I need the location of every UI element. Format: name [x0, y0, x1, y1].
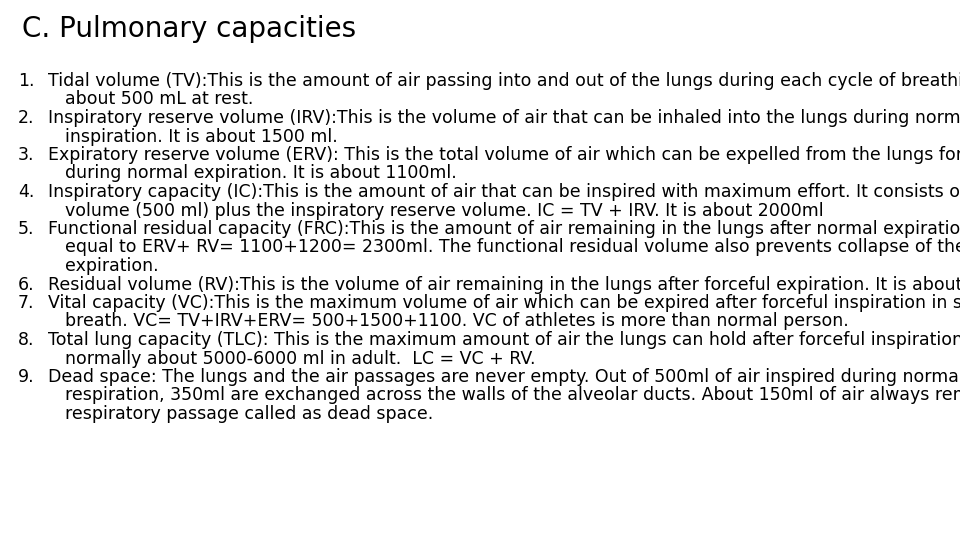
Text: expiration.: expiration.: [65, 257, 158, 275]
Text: Tidal volume (TV):This is the amount of air passing into and out of the lungs du: Tidal volume (TV):This is the amount of …: [48, 72, 960, 90]
Text: 2.: 2.: [18, 109, 35, 127]
Text: respiratory passage called as dead space.: respiratory passage called as dead space…: [65, 405, 433, 423]
Text: equal to ERV+ RV= 1100+1200= 2300ml. The functional residual volume also prevent: equal to ERV+ RV= 1100+1200= 2300ml. The…: [65, 239, 960, 256]
Text: Inspiratory reserve volume (IRV):This is the volume of air that can be inhaled i: Inspiratory reserve volume (IRV):This is…: [48, 109, 960, 127]
Text: C. Pulmonary capacities: C. Pulmonary capacities: [22, 15, 356, 43]
Text: during normal expiration. It is about 1100ml.: during normal expiration. It is about 11…: [65, 165, 457, 183]
Text: Functional residual capacity (FRC):This is the amount of air remaining in the lu: Functional residual capacity (FRC):This …: [48, 220, 960, 238]
Text: Dead space: The lungs and the air passages are never empty. Out of 500ml of air : Dead space: The lungs and the air passag…: [48, 368, 960, 386]
Text: 8.: 8.: [18, 331, 35, 349]
Text: Inspiratory capacity (IC):This is the amount of air that can be inspired with ma: Inspiratory capacity (IC):This is the am…: [48, 183, 960, 201]
Text: 7.: 7.: [18, 294, 35, 312]
Text: Expiratory reserve volume (ERV): This is the total volume of air which can be ex: Expiratory reserve volume (ERV): This is…: [48, 146, 960, 164]
Text: normally about 5000-6000 ml in adult.  LC = VC + RV.: normally about 5000-6000 ml in adult. LC…: [65, 349, 536, 368]
Text: breath. VC= TV+IRV+ERV= 500+1500+1100. VC of athletes is more than normal person: breath. VC= TV+IRV+ERV= 500+1500+1100. V…: [65, 313, 849, 330]
Text: Residual volume (RV):This is the volume of air remaining in the lungs after forc: Residual volume (RV):This is the volume …: [48, 275, 960, 294]
Text: 9.: 9.: [18, 368, 35, 386]
Text: inspiration. It is about 1500 ml.: inspiration. It is about 1500 ml.: [65, 127, 338, 145]
Text: about 500 mL at rest.: about 500 mL at rest.: [65, 91, 253, 109]
Text: Total lung capacity (TLC): This is the maximum amount of air the lungs can hold : Total lung capacity (TLC): This is the m…: [48, 331, 960, 349]
Text: 5.: 5.: [18, 220, 35, 238]
Text: 1.: 1.: [18, 72, 35, 90]
Text: 6.: 6.: [18, 275, 35, 294]
Text: respiration, 350ml are exchanged across the walls of the alveolar ducts. About 1: respiration, 350ml are exchanged across …: [65, 387, 960, 404]
Text: Vital capacity (VC):This is the maximum volume of air which can be expired after: Vital capacity (VC):This is the maximum …: [48, 294, 960, 312]
Text: volume (500 ml) plus the inspiratory reserve volume. IC = TV + IRV. It is about : volume (500 ml) plus the inspiratory res…: [65, 201, 824, 219]
Text: 3.: 3.: [18, 146, 35, 164]
Text: 4.: 4.: [18, 183, 35, 201]
